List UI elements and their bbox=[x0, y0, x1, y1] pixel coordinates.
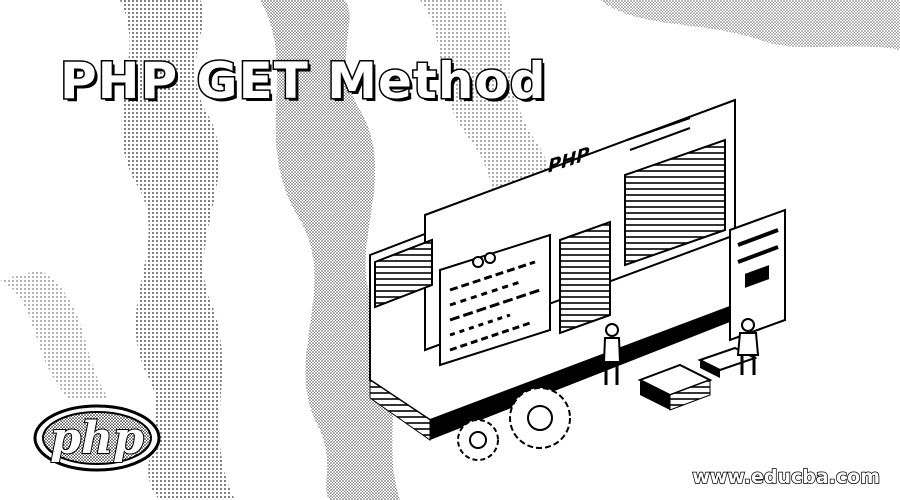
server-block bbox=[637, 363, 713, 411]
website-link[interactable]: www.educba.com bbox=[692, 465, 881, 489]
gear-icon bbox=[457, 419, 499, 461]
map-stripe-left bbox=[120, 0, 235, 500]
mobile-phone-icon bbox=[729, 208, 786, 342]
map-stripe-bottom-left bbox=[0, 270, 110, 400]
map-stripe-mid bbox=[260, 0, 400, 500]
left-window bbox=[374, 238, 433, 309]
right-panel bbox=[624, 138, 726, 267]
gear-icon bbox=[509, 387, 571, 449]
map-stripe-top bbox=[600, 0, 900, 50]
page-title: PHP GET Method bbox=[59, 51, 548, 112]
middle-card bbox=[559, 220, 611, 335]
person-icon bbox=[736, 318, 760, 375]
php-logo-icon bbox=[33, 404, 161, 472]
person-icon bbox=[602, 323, 622, 385]
code-window-icon bbox=[439, 233, 551, 367]
